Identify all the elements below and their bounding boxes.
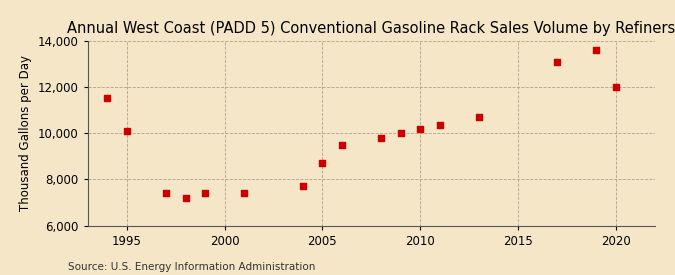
Point: [317, 161, 328, 166]
Point: [122, 129, 132, 133]
Point: [473, 115, 484, 119]
Y-axis label: Thousand Gallons per Day: Thousand Gallons per Day: [20, 55, 32, 211]
Point: [102, 95, 113, 100]
Point: [434, 123, 445, 128]
Point: [551, 60, 562, 64]
Point: [161, 191, 171, 196]
Point: [298, 184, 308, 189]
Text: Source: U.S. Energy Information Administration: Source: U.S. Energy Information Administ…: [68, 262, 315, 272]
Point: [337, 143, 348, 147]
Point: [591, 48, 601, 53]
Point: [239, 191, 250, 196]
Title: Annual West Coast (PADD 5) Conventional Gasoline Rack Sales Volume by Refiners: Annual West Coast (PADD 5) Conventional …: [67, 21, 675, 36]
Point: [610, 85, 621, 90]
Point: [180, 196, 191, 200]
Point: [200, 191, 211, 196]
Point: [414, 126, 425, 131]
Point: [395, 131, 406, 136]
Point: [375, 136, 386, 140]
